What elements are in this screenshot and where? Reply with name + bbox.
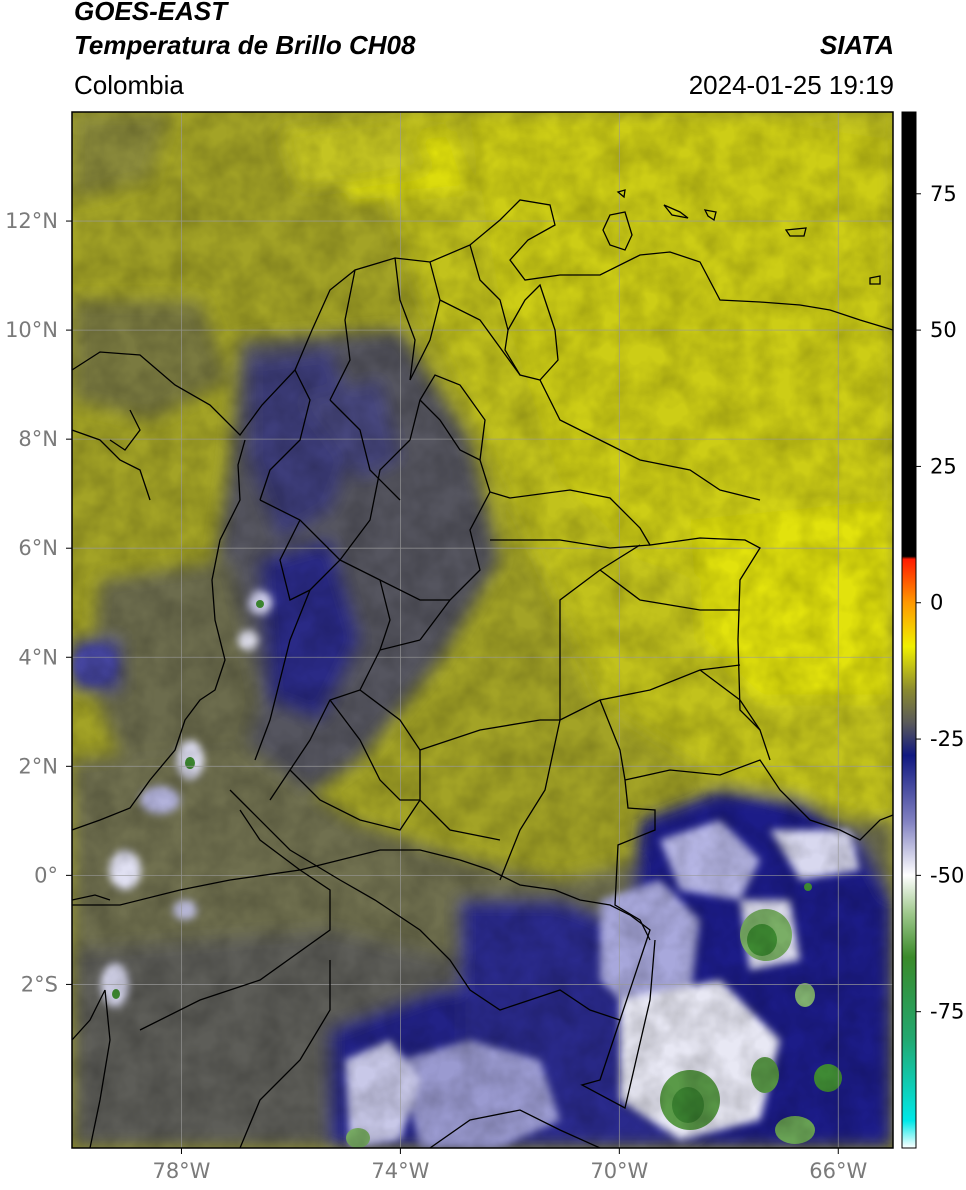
lat-tick-label: 10°N [5,318,58,342]
colorbar-tick-label: -25 [930,727,964,751]
colorbar-tick-label: -50 [930,863,964,887]
coastlines-and-borders [72,189,893,1148]
lat-tick-label: 8°N [18,427,58,451]
colorbar-tick-label: 75 [930,182,957,206]
colorbar-ticks: 75 50 25 0 -25 -50 -75 [916,182,964,1024]
organization-label: SIATA [819,30,894,60]
latitude-axis: 12°N 10°N 8°N 6°N 4°N 2°N 0° 2°S [5,209,72,996]
satellite-imagery [72,112,893,1148]
lat-tick-label: 6°N [18,536,58,560]
lat-tick-label: 4°N [18,645,58,669]
lon-tick-label: 66°W [809,1159,867,1183]
colorbar-tick-label: 25 [930,454,957,478]
datetime-label: 2024-01-25 19:19 [688,70,894,100]
lon-tick-label: 74°W [371,1159,429,1183]
product-title: Temperatura de Brillo CH08 [74,30,416,60]
colorbar-tick-label: 50 [930,318,957,342]
longitude-axis: 78°W 74°W 70°W 66°W [152,1148,867,1183]
lat-tick-label: 2°S [21,972,58,996]
lon-tick-label: 78°W [152,1159,210,1183]
satellite-title: GOES-EAST [74,0,228,26]
colorbar-tick-label: 0 [930,591,943,615]
colorbar-frame [901,111,917,1149]
map-frame [71,111,894,1149]
lat-tick-label: 2°N [18,754,58,778]
colorbar-gradient [902,112,916,1148]
colorbar-tick-label: -75 [930,1000,964,1024]
lat-tick-label: 12°N [5,209,58,233]
region-label: Colombia [74,70,184,100]
lat-tick-label: 0° [34,863,58,887]
lon-tick-label: 70°W [590,1159,648,1183]
colorbar: 75 50 25 0 -25 -50 -75 [901,111,964,1149]
